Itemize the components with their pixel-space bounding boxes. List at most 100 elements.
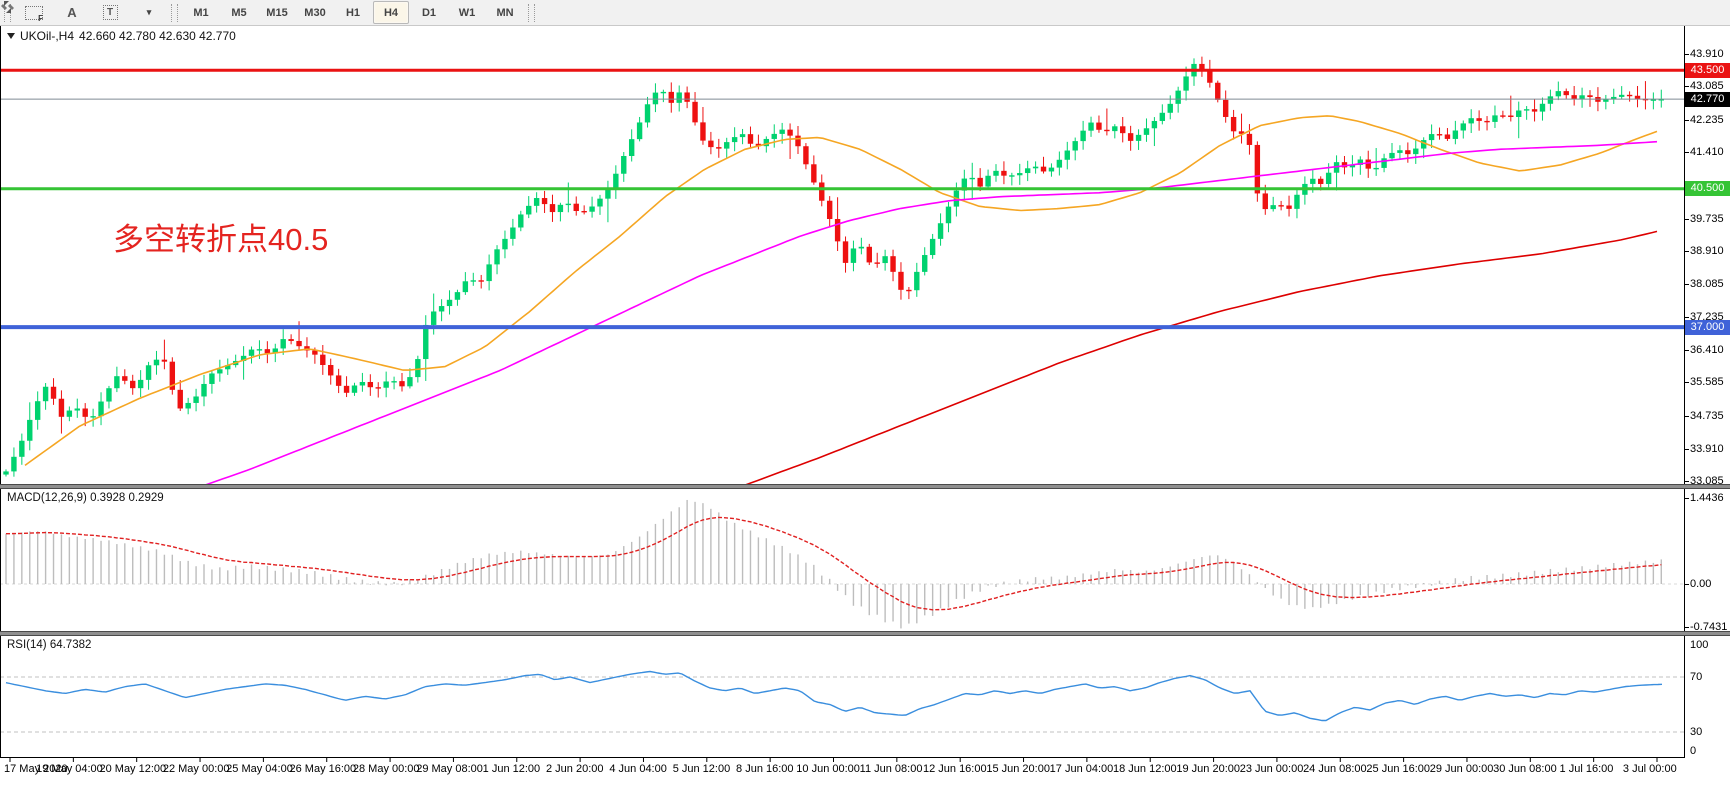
- time-axis-label: 12 Jun 16:00: [922, 763, 987, 775]
- price-axis-tick: [1684, 218, 1689, 220]
- macd-axis-tick: [1684, 627, 1689, 629]
- time-axis-label: 11 Jun 08:00: [859, 763, 923, 775]
- time-axis-label: 19 May 04:00: [36, 763, 103, 775]
- timeframe-button-m15[interactable]: M15: [266, 6, 288, 19]
- rsi-line: [5, 670, 1663, 722]
- price-axis-label: 38.085: [1690, 277, 1724, 290]
- current-price-price-badge: 42.770: [1685, 91, 1730, 107]
- price-axis-label: 34.735: [1690, 410, 1724, 423]
- time-axis-label: 5 Jun 12:00: [672, 763, 731, 775]
- macd-axis-label: -0.7431: [1690, 621, 1728, 634]
- price-axis-label: 38.910: [1690, 245, 1724, 258]
- rsi-indicator-label: RSI(14) 64.7382: [7, 639, 92, 651]
- price-axis-tick: [1684, 349, 1689, 351]
- timeframe-button-m1[interactable]: M1: [193, 6, 209, 19]
- macd-signal-line: [5, 516, 1662, 611]
- price-axis-tick: [1684, 152, 1689, 154]
- resistance-price-badge: 43.500: [1685, 62, 1730, 78]
- symbol-dropdown-icon[interactable]: [7, 33, 15, 39]
- time-axis-label: 19 Jun 20:00: [1176, 763, 1240, 775]
- time-axis-label: 30 Jun 08:00: [1493, 763, 1557, 775]
- timeframe-button-h4[interactable]: H4: [373, 1, 409, 24]
- time-axis-label: 29 May 08:00: [416, 763, 483, 775]
- chart-toolbar: F A T ▾ M1 M5 M15 M30 H1 H4 D1 W1 MN: [0, 0, 1730, 26]
- rsi-axis-label: 0: [1690, 744, 1697, 757]
- arrows-dropdown-caret[interactable]: ▾: [146, 7, 152, 17]
- time-axis-label: 25 May 04:00: [226, 763, 293, 775]
- price-axis-tick: [1684, 119, 1689, 121]
- time-axis-label: 18 Jun 12:00: [1113, 763, 1177, 775]
- label-tool-button[interactable]: T: [92, 1, 128, 24]
- time-axis-label: 22 May 00:00: [162, 763, 230, 775]
- drawing-tools-group: F A T ▾: [1, 1, 167, 24]
- price-axis-tick: [1684, 448, 1689, 450]
- macd-indicator-label: MACD(12,26,9) 0.3928 0.2929: [7, 492, 164, 504]
- ma-slow-red: [744, 230, 1658, 486]
- fibonacci-icon: F: [25, 5, 43, 23]
- macd-axis-tick: [1684, 583, 1689, 585]
- time-axis-label: 29 Jun 00:00: [1429, 763, 1494, 775]
- time-axis-label: 15 Jun 20:00: [986, 763, 1050, 775]
- timeframe-button-m5[interactable]: M5: [231, 6, 247, 19]
- time-axis-label: 4 Jun 04:00: [609, 763, 667, 775]
- time-axis-label: 3 Jul 00:00: [1622, 763, 1677, 775]
- panel-splitter[interactable]: [0, 484, 1730, 489]
- time-axis-label: 8 Jun 16:00: [736, 763, 794, 775]
- text-icon: A: [67, 5, 77, 20]
- price-axis-tick: [1684, 86, 1689, 88]
- price-axis-tick: [1684, 481, 1689, 483]
- arrows-tool-button[interactable]: ▾: [1, 1, 166, 24]
- price-axis-tick: [1684, 416, 1689, 418]
- macd-histogram: [5, 499, 1662, 629]
- price-axis-tick: [1684, 283, 1689, 285]
- price-axis-label: 39.735: [1690, 212, 1724, 225]
- rsi-axis-label: 70: [1690, 670, 1703, 683]
- symbol-ohlc-label: 42.660 42.780 42.630 42.770: [79, 29, 236, 43]
- timeframe-button-w1[interactable]: W1: [458, 6, 476, 19]
- time-axis-label: 2 Jun 20:00: [546, 763, 604, 775]
- price-axis-separator: [1684, 26, 1685, 758]
- chart-left-border: [0, 26, 1, 758]
- time-axis-label: 24 Jun 08:00: [1303, 763, 1367, 775]
- label-icon: T: [102, 5, 118, 20]
- chart-annotation-text: 多空转折点40.5: [113, 222, 329, 257]
- timeframe-button-d1[interactable]: D1: [421, 6, 437, 19]
- timeframe-button-h1[interactable]: H1: [345, 6, 361, 19]
- time-axis-label: 25 Jun 16:00: [1366, 763, 1431, 775]
- pivot-price-badge: 40.500: [1685, 181, 1730, 197]
- fibonacci-tool-button[interactable]: F: [16, 1, 52, 24]
- price-axis-tick: [1684, 53, 1689, 55]
- time-axis-label: 23 Jun 00:00: [1239, 763, 1304, 775]
- timeframe-button-mn[interactable]: MN: [496, 6, 514, 19]
- rsi-axis-label: 100: [1690, 638, 1709, 651]
- support-price-badge: 37.000: [1685, 319, 1730, 335]
- macd-axis-label: 1.4436: [1690, 492, 1724, 505]
- price-axis-label: 36.410: [1690, 343, 1724, 356]
- toolbar-grip[interactable]: [528, 3, 535, 22]
- price-axis-tick: [1684, 317, 1689, 319]
- ma-mid-magenta: [204, 140, 1658, 486]
- time-axis-label: 28 May 00:00: [352, 763, 420, 775]
- price-axis-tick: [1684, 251, 1689, 253]
- time-axis-label: 1 Jul 16:00: [1559, 763, 1614, 775]
- toolbar-grip[interactable]: [171, 3, 178, 22]
- macd-axis-label: 0.00: [1690, 577, 1712, 590]
- time-axis-label: 10 Jun 00:00: [796, 763, 860, 775]
- price-axis-label: 42.235: [1690, 113, 1724, 126]
- rsi-axis-label: 30: [1690, 725, 1703, 738]
- timeframe-button-m30[interactable]: M30: [304, 6, 326, 19]
- ma-fast-orange: [24, 115, 1658, 467]
- time-axis-label: 20 May 12:00: [99, 763, 167, 775]
- macd-axis-tick: [1684, 498, 1689, 500]
- panel-splitter[interactable]: [0, 631, 1730, 636]
- text-tool-button[interactable]: A: [54, 1, 90, 24]
- price-axis-label: 41.410: [1690, 146, 1724, 159]
- symbol-bar: UKOil-,H4 42.660 42.780 42.630 42.770: [7, 29, 236, 43]
- time-axis-label: 17 Jun 04:00: [1049, 763, 1114, 775]
- price-axis-label: 35.585: [1690, 376, 1724, 389]
- price-axis-label: 43.910: [1690, 47, 1724, 60]
- timeframes-group: M1 M5 M15 M30 H1 H4 D1 W1 MN: [182, 1, 524, 24]
- time-axis-line: [0, 757, 1685, 758]
